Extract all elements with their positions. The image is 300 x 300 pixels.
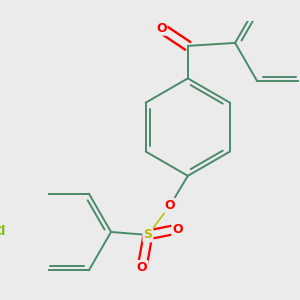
Text: O: O (172, 223, 183, 236)
Text: O: O (137, 261, 147, 274)
Text: O: O (156, 22, 166, 34)
Text: O: O (165, 199, 176, 212)
Text: S: S (143, 228, 152, 242)
Text: Cl: Cl (0, 226, 5, 238)
